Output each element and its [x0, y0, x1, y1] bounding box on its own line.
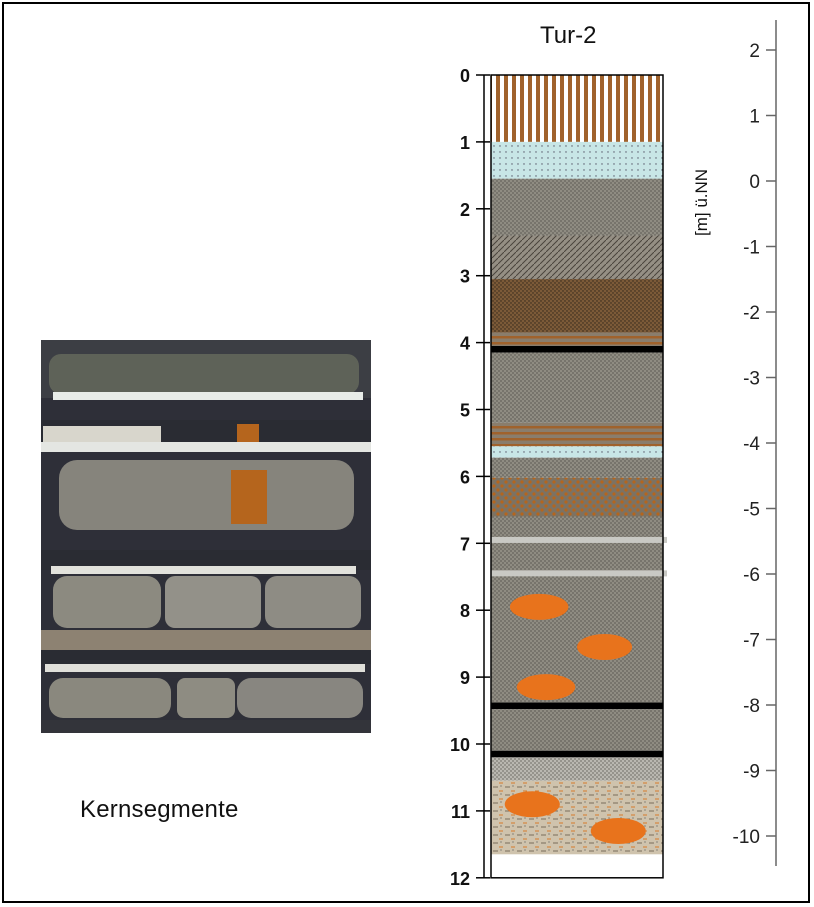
- layer-sand-dashed: [491, 780, 663, 855]
- light-bands: [491, 536, 667, 577]
- depth-tick-label: 6: [460, 467, 470, 487]
- layer-grey-hatched: [491, 235, 663, 280]
- layer-black-band: [491, 345, 663, 353]
- orange-nodules: [504, 593, 646, 844]
- layer-black-band: [491, 750, 663, 758]
- orange-nodule: [577, 633, 633, 660]
- elevation-tick-label: 2: [749, 41, 760, 62]
- light-band: [491, 536, 667, 543]
- orange-nodule: [509, 593, 569, 620]
- column-outline: [490, 74, 664, 879]
- layer-grey-dotted: [491, 457, 663, 478]
- orange-nodule: [590, 817, 646, 844]
- elevation-ticks: 2 1 0 -1 -2 -3 -4 -5 -6 -7 -8 -9 -10: [733, 41, 776, 848]
- depth-tick-label: 0: [460, 66, 470, 86]
- depth-tick-label: 4: [460, 334, 470, 354]
- depth-tick-label: 7: [460, 534, 470, 554]
- orange-nodule: [504, 791, 560, 818]
- elevation-tick-label: 1: [749, 107, 760, 128]
- layer-light-blue-dotted: [491, 446, 663, 458]
- lithology-layers: [491, 75, 663, 878]
- elevation-axis-label: [m] ü.NN: [692, 168, 711, 236]
- layer-brown-thin-lines: [491, 332, 663, 346]
- layer-grey-dotted: [491, 352, 663, 423]
- borehole-title: Tur-2: [540, 22, 597, 49]
- depth-tick-label: 8: [460, 601, 470, 621]
- light-band: [491, 570, 667, 577]
- elevation-tick-label: -2: [743, 303, 760, 324]
- orange-nodule: [516, 674, 576, 701]
- elevation-tick-label: -1: [743, 238, 760, 259]
- depth-tick-label: 10: [450, 735, 470, 755]
- layer-brown-thin-lines: [491, 422, 663, 447]
- layer-brown-speckled: [491, 477, 663, 517]
- elevation-tick-label: -4: [743, 434, 760, 455]
- elevation-tick-label: -10: [733, 827, 760, 848]
- layer-black-band: [491, 702, 663, 710]
- depth-tick-label: 5: [460, 401, 470, 421]
- layer-grey-dotted: [491, 709, 663, 751]
- elevation-tick-label: -7: [743, 631, 760, 652]
- depth-tick-label: 2: [460, 200, 470, 220]
- elevation-tick-label: -5: [743, 500, 760, 521]
- caption: Kernsegmente: [80, 796, 239, 823]
- layer-grey-dotted: [491, 178, 663, 236]
- layer-vertical-stripes-brown: [491, 75, 663, 142]
- elevation-tick-label: -3: [743, 369, 760, 390]
- elevation-tick-label: -8: [743, 696, 760, 717]
- layer-brown-dark-dotted: [491, 279, 663, 333]
- elevation-tick-label: 0: [749, 172, 760, 193]
- depth-tick-label: 11: [451, 802, 470, 822]
- depth-tick-label: 3: [460, 267, 470, 287]
- layer-light-blue-dotted: [491, 141, 663, 179]
- layer-light-grey-dotted: [491, 757, 663, 781]
- layer-empty: [491, 854, 663, 878]
- elevation-tick-label: -6: [743, 565, 760, 586]
- core-photo: [41, 340, 371, 733]
- elevation-tick-label: -9: [743, 762, 760, 783]
- depth-tick-label: 9: [460, 668, 470, 688]
- depth-tick-label: 1: [460, 133, 470, 153]
- depth-tick-label: 12: [450, 869, 470, 889]
